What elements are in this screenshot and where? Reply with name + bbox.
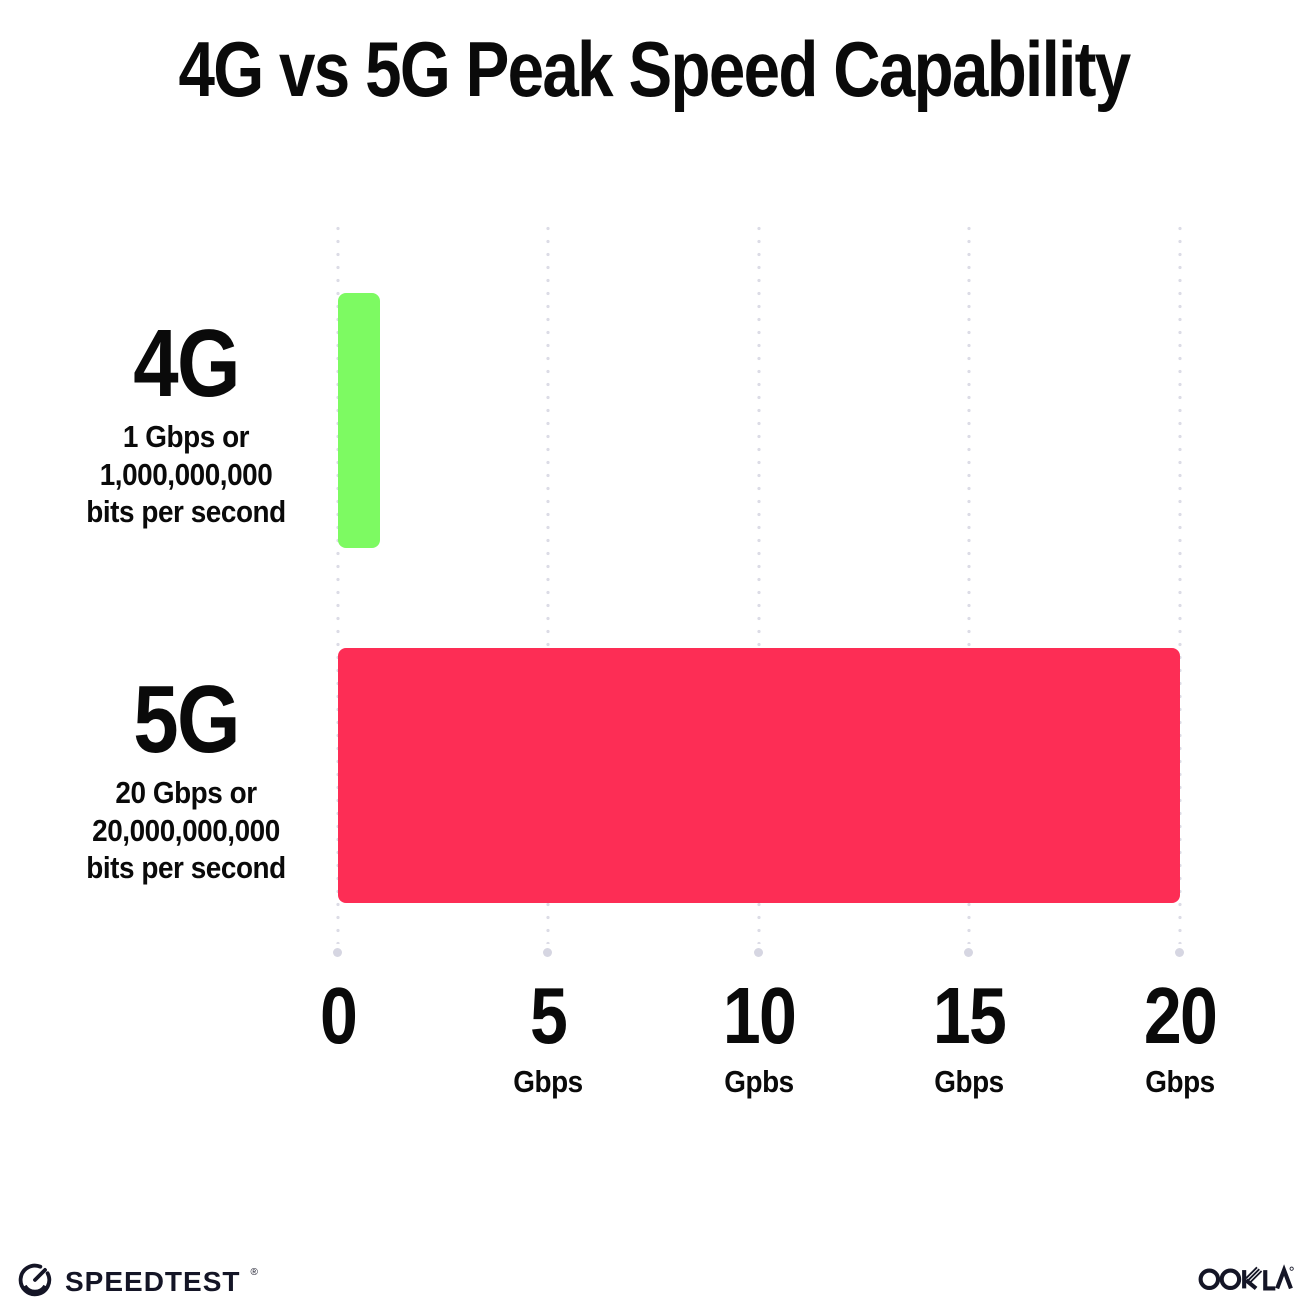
registered-trademark-mark: ® xyxy=(250,1267,258,1278)
tick-number: 20 xyxy=(1143,971,1218,1060)
x-axis-tick-10: 10 Gpbs xyxy=(654,971,864,1100)
gridline-end-dot xyxy=(543,948,552,957)
gridline-end-dot xyxy=(964,948,973,957)
tick-unit: Gbps xyxy=(934,1064,1004,1099)
gridline xyxy=(336,222,340,944)
category-name: 5G xyxy=(133,666,240,773)
gridline-end-dot xyxy=(333,948,342,957)
tick-number: 15 xyxy=(932,971,1007,1060)
detail-line: bits per second xyxy=(86,493,286,529)
row-label-5g: 5G 20 Gbps or 20,000,000,000 bits per se… xyxy=(26,666,346,886)
ookla-wordmark-icon xyxy=(1196,1264,1296,1297)
tick-number: 5 xyxy=(529,971,568,1060)
detail-line: 1,000,000,000 xyxy=(99,456,273,492)
gridline-end-dot xyxy=(1175,948,1184,957)
gridline xyxy=(546,222,550,944)
detail-line: bits per second xyxy=(86,849,286,885)
tick-unit: Gbps xyxy=(1145,1064,1215,1099)
x-axis-tick-15: 15 Gbps xyxy=(864,971,1074,1100)
tick-number: 10 xyxy=(722,971,797,1060)
speedtest-wordmark: SPEEDTEST xyxy=(65,1265,241,1297)
detail-line: 20,000,000,000 xyxy=(92,812,280,848)
gridline xyxy=(1178,222,1182,944)
detail-line: 20 Gbps or xyxy=(115,775,257,811)
category-detail: 20 Gbps or 20,000,000,000 bits per secon… xyxy=(42,774,330,886)
x-axis-tick-5: 5 Gbps xyxy=(443,971,653,1100)
x-axis-tick-0: 0 xyxy=(233,971,443,1064)
gridline-end-dot xyxy=(754,948,763,957)
tick-unit: Gpbs xyxy=(724,1064,794,1099)
bar-5g xyxy=(338,648,1180,903)
category-name: 4G xyxy=(133,310,240,417)
detail-line: 1 Gbps or xyxy=(122,419,250,455)
ookla-logo xyxy=(1196,1260,1296,1298)
bar-4g xyxy=(338,293,380,548)
gridline xyxy=(967,222,971,944)
tick-number: 0 xyxy=(319,971,358,1060)
x-axis-tick-20: 20 Gbps xyxy=(1075,971,1285,1100)
chart-title: 4G vs 5G Peak Speed Capability xyxy=(178,25,1131,113)
gridline xyxy=(757,222,761,944)
row-label-4g: 4G 1 Gbps or 1,000,000,000 bits per seco… xyxy=(26,310,346,530)
speedtest-gauge-icon xyxy=(14,1258,56,1305)
tick-unit: Gbps xyxy=(513,1064,583,1099)
speedtest-logo: SPEEDTEST ® xyxy=(14,1258,258,1305)
category-detail: 1 Gbps or 1,000,000,000 bits per second xyxy=(42,418,330,530)
